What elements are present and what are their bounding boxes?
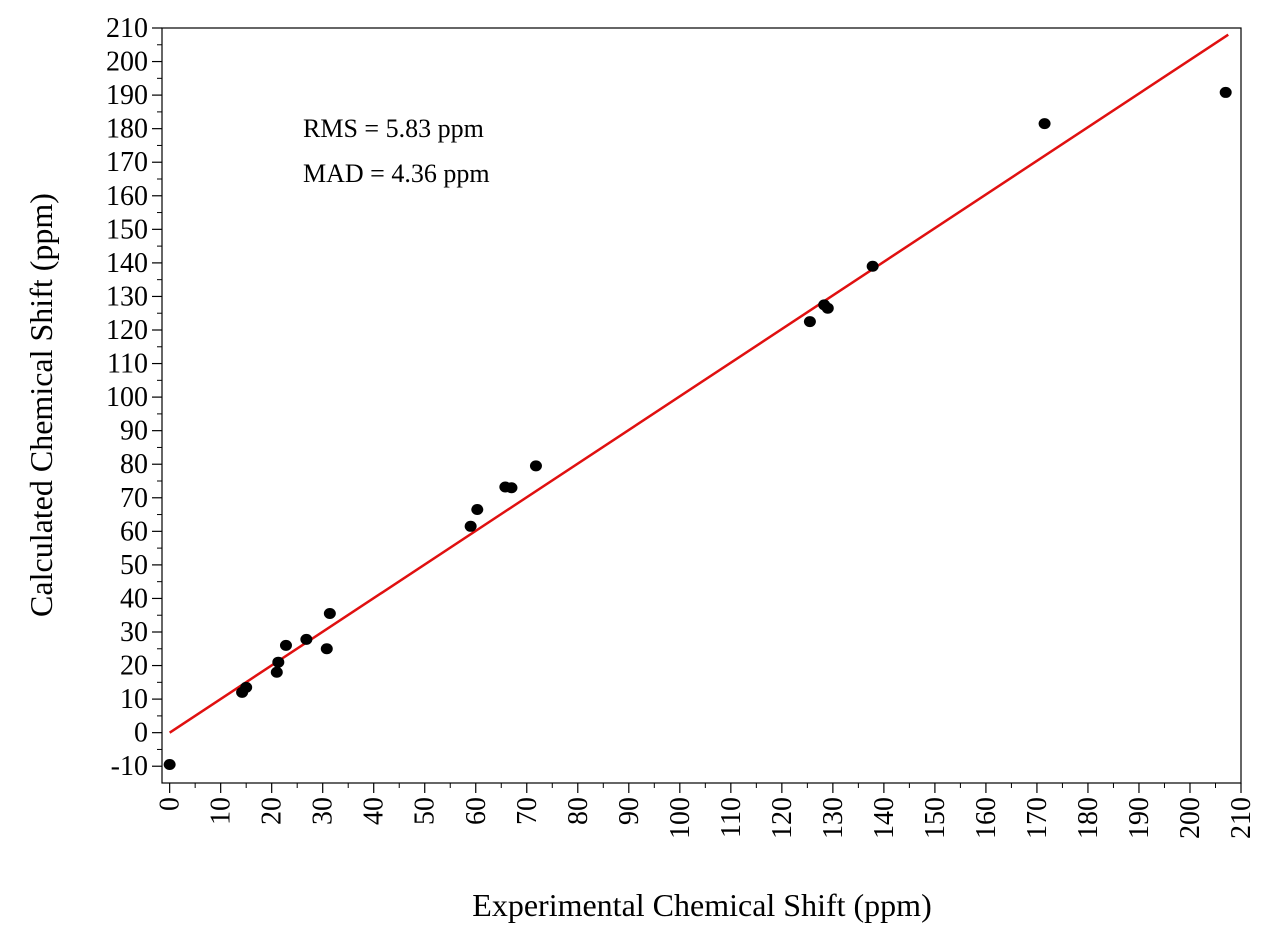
x-tick-label: 170: [1022, 797, 1053, 839]
x-tick-label: 60: [461, 797, 492, 825]
y-tick-label: 100: [106, 382, 148, 413]
data-point: [163, 759, 176, 771]
y-axis-title: Calculated Chemical Shift (ppm): [23, 193, 59, 617]
data-point: [279, 639, 292, 651]
data-point: [471, 504, 484, 516]
x-tick-label: 90: [614, 797, 645, 825]
data-point: [1038, 118, 1051, 130]
x-tick-label: 110: [716, 797, 747, 838]
x-tick-label: 50: [410, 797, 441, 825]
rms-annotation: RMS = 5.83 ppm: [303, 114, 484, 143]
x-tick-label: 160: [971, 797, 1002, 839]
data-point: [803, 316, 816, 328]
x-tick-label: 210: [1226, 797, 1257, 839]
x-axis-ticks: 0 10 20 30 40 50 60 70 80 90 100 110 120 130 140 150 160…: [155, 783, 1257, 839]
x-tick-label: 180: [1073, 797, 1104, 839]
y-tick-label: 80: [120, 449, 148, 480]
y-tick-label: 140: [106, 248, 148, 279]
y-tick-label: 130: [106, 281, 148, 312]
x-tick-label: 130: [818, 797, 849, 839]
x-tick-label: 120: [767, 797, 798, 839]
data-point: [272, 656, 285, 668]
y-tick-label: 200: [106, 47, 148, 78]
data-point: [320, 643, 333, 655]
mad-annotation: MAD = 4.36 ppm: [303, 159, 490, 188]
y-tick-label: 120: [106, 315, 148, 346]
y-tick-label: 170: [106, 147, 148, 178]
data-point: [866, 260, 879, 272]
data-point: [464, 520, 477, 532]
x-tick-label: 40: [359, 797, 390, 825]
y-tick-label: 60: [120, 516, 148, 547]
x-tick-label: 10: [206, 797, 237, 825]
y-tick-label: 70: [120, 483, 148, 514]
y-tick-label: 40: [120, 583, 148, 614]
x-tick-label: 100: [665, 797, 696, 839]
y-tick-label: 180: [106, 114, 148, 145]
y-tick-label: 0: [134, 718, 148, 749]
data-point: [505, 482, 518, 494]
x-tick-label: 70: [512, 797, 543, 825]
data-point: [270, 666, 283, 678]
y-tick-label: 110: [107, 349, 148, 380]
points-layer: [163, 86, 1232, 771]
fit-line: [168, 33, 1229, 734]
x-tick-label: 140: [869, 797, 900, 839]
y-tick-label: 10: [120, 684, 148, 715]
x-tick-label: 190: [1124, 797, 1155, 839]
x-axis-title: Experimental Chemical Shift (ppm): [472, 887, 931, 923]
y-tick-label: 20: [120, 651, 148, 682]
y-tick-label: 210: [106, 13, 148, 44]
y-tick-label: 190: [106, 80, 148, 111]
y-tick-label: 160: [106, 181, 148, 212]
x-tick-label: 150: [920, 797, 951, 839]
x-tick-label: 30: [308, 797, 339, 825]
x-tick-label: 80: [563, 797, 594, 825]
data-point: [821, 302, 834, 314]
x-tick-label: 200: [1175, 797, 1206, 839]
y-tick-label: -10: [111, 751, 148, 782]
y-axis-ticks: -100102030405060708090100110120130140150…: [106, 13, 162, 782]
x-tick-label: 0: [155, 797, 186, 811]
data-point: [300, 633, 313, 645]
plot-area-frame: [161, 27, 1242, 784]
x-tick-label: 20: [257, 797, 288, 825]
data-point: [529, 460, 542, 472]
data-point: [323, 608, 336, 620]
y-tick-label: 150: [106, 214, 148, 245]
y-tick-label: 30: [120, 617, 148, 648]
data-point: [1219, 86, 1232, 98]
y-tick-label: 50: [120, 550, 148, 581]
data-point: [240, 681, 253, 693]
y-tick-label: 90: [120, 416, 148, 447]
fit-line-layer: [168, 33, 1229, 734]
